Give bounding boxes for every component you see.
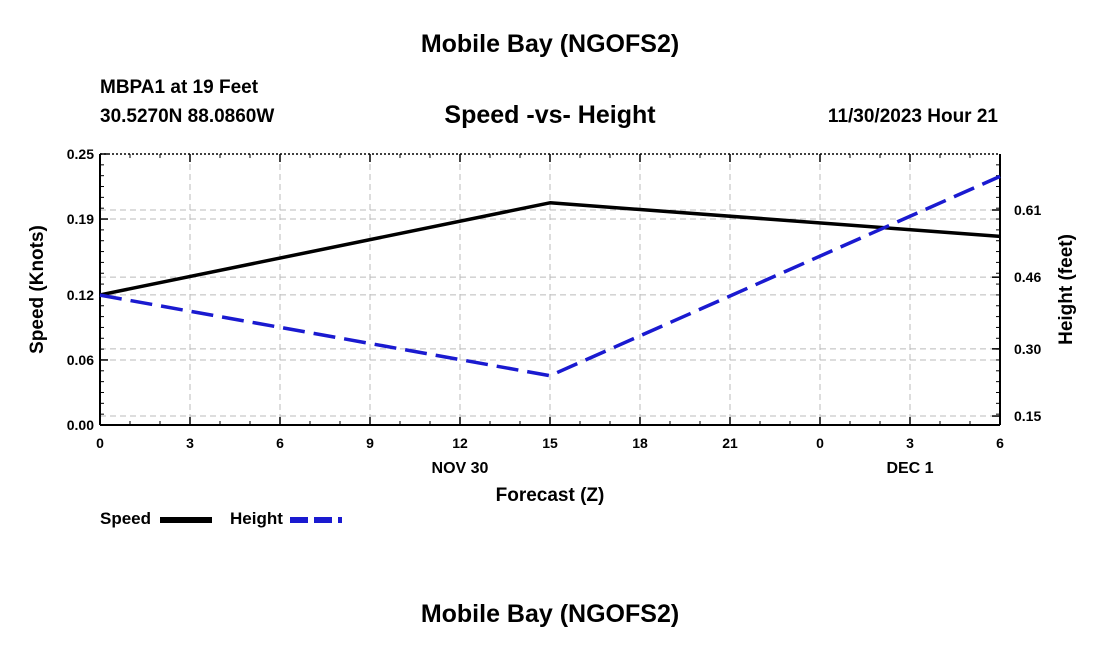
x-tick-label: 3 [186, 435, 194, 451]
legend-height-swatch [290, 517, 342, 523]
date-label: NOV 30 [432, 460, 489, 477]
footer-title: Mobile Bay (NGOFS2) [420, 600, 680, 628]
legend-speed-swatch [160, 517, 212, 523]
data-series [99, 174, 1001, 378]
legend-speed-label: Speed [100, 509, 152, 528]
y-axis-title: Speed (Knots) [27, 225, 48, 354]
x-tick-label: 6 [996, 435, 1004, 451]
page-title: Mobile Bay (NGOFS2) [420, 30, 680, 58]
legend-speed: Speed [100, 509, 151, 529]
x-tick-label: 12 [452, 435, 468, 451]
x-tick-label: 6 [276, 435, 284, 451]
x-tick-label: 0 [96, 435, 104, 451]
y-tick-label: 0.19 [67, 211, 94, 227]
x-tick-label: 18 [632, 435, 648, 451]
chart-subtitle: Speed -vs- Height [444, 101, 656, 129]
grid-lines [100, 154, 1000, 425]
station-coordinates: 30.5270N 88.0860W [100, 106, 275, 127]
forecast-datetime: 11/30/2023 Hour 21 [827, 106, 998, 127]
date-label: DEC 1 [886, 460, 933, 477]
legend-height: Height [230, 509, 283, 529]
x-tick-label: 15 [542, 435, 558, 451]
y2-tick-label: 0.15 [1014, 408, 1041, 424]
x-tick-label: 3 [906, 435, 914, 451]
y2-tick-label: 0.30 [1014, 341, 1041, 357]
legend-height-label: Height [230, 509, 283, 528]
y2-tick-label: 0.61 [1014, 202, 1041, 218]
y2-tick-label: 0.46 [1014, 269, 1041, 285]
y-tick-label: 0.12 [67, 287, 94, 303]
series-line-height [99, 174, 1001, 378]
y-tick-label: 0.06 [67, 352, 94, 368]
x-tick-label: 0 [816, 435, 824, 451]
axes [99, 153, 1001, 426]
x-tick-label: 21 [722, 435, 738, 451]
y-tick-label: 0.25 [67, 146, 94, 162]
axis-labels: 0 3 6 9 12 15 18 21 0 3 6 NOV 30 DEC 1 0.00 0.06 0.12 0.… [27, 146, 1077, 506]
y2-axis-title: Height (feet) [1056, 234, 1077, 345]
station-label: MBPA1 at 19 Feet [100, 77, 259, 98]
y-tick-label: 0.00 [67, 417, 94, 433]
x-tick-label: 9 [366, 435, 374, 451]
x-axis-title: Forecast (Z) [496, 485, 605, 506]
